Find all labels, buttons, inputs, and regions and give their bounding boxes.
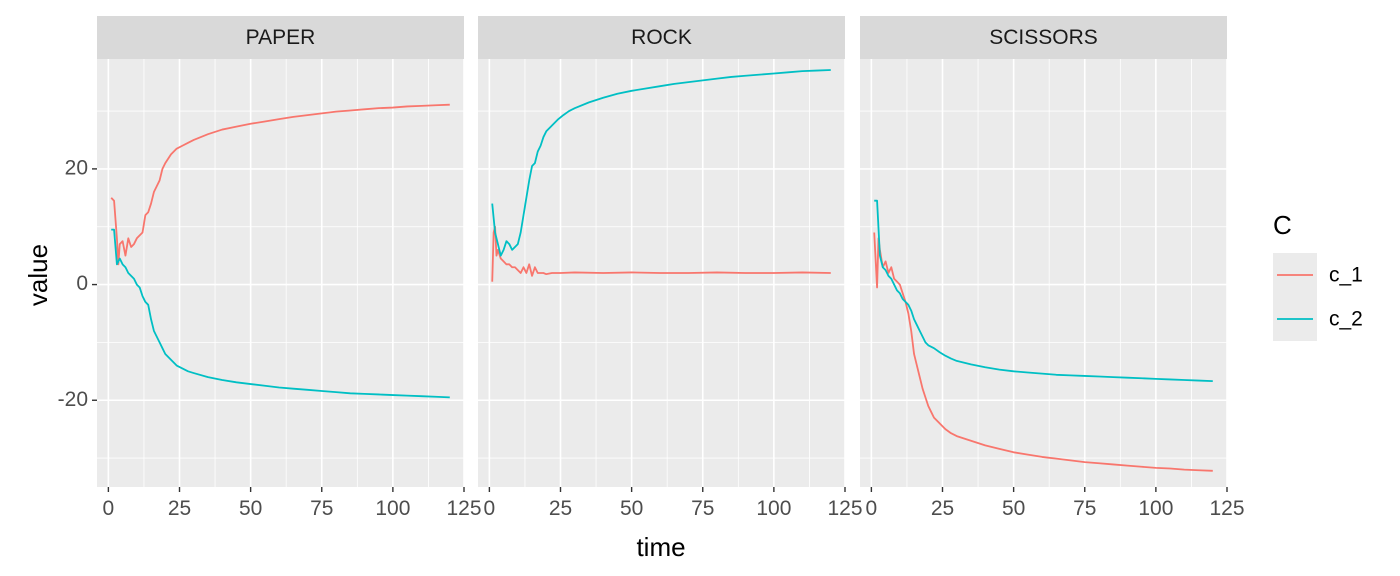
x-tick-label: 100: [375, 497, 410, 520]
x-tick-label: 125: [1209, 497, 1244, 520]
x-tick-label: 75: [310, 497, 333, 520]
panels-layer: PAPER 0 25 50 75 100 125 -20 0 20 ROCK 0 25 50 75 100 12…: [58, 16, 1245, 520]
panel-background: [860, 59, 1227, 487]
strip-background: [97, 16, 464, 59]
y-tick-label: -20: [58, 388, 88, 411]
strip-background: [860, 16, 1227, 59]
x-tick-label: 25: [168, 497, 191, 520]
x-tick-label: 0: [866, 497, 878, 520]
series-line-c-2: [874, 199, 1213, 383]
series-line-c-1: [110, 103, 450, 266]
series-line-c-2: [111, 228, 450, 399]
series-line-c-1: [491, 225, 831, 282]
x-axis-title: time: [636, 532, 685, 562]
legend-entry-c-2: c_2: [1273, 297, 1363, 341]
strip-background: [478, 16, 845, 59]
facet-panel-rock: ROCK 0 25 50 75 100 125: [478, 16, 863, 520]
x-tick-label: 50: [620, 497, 643, 520]
panel-background: [97, 59, 464, 487]
x-tick-label: 100: [1138, 497, 1173, 520]
facet-panel-scissors: SCISSORS 0 25 50 75 100 125: [860, 16, 1245, 520]
x-tick-label: 125: [827, 497, 862, 520]
x-tick-label: 25: [931, 497, 954, 520]
legend-entry-c-1: c_1: [1273, 253, 1363, 297]
legend-title: C: [1273, 210, 1292, 240]
x-tick-label: 0: [103, 497, 115, 520]
facet-label: ROCK: [631, 26, 692, 49]
legend-label: c_2: [1329, 308, 1363, 331]
y-tick-label: 0: [76, 272, 88, 295]
x-tick-label: 75: [691, 497, 714, 520]
x-tick-label: 50: [1002, 497, 1025, 520]
y-axis-title: value: [23, 244, 53, 306]
x-tick-label: 25: [549, 497, 572, 520]
series-line-c-2: [491, 69, 831, 257]
facet-panel-paper: PAPER 0 25 50 75 100 125 -20 0 20: [58, 16, 482, 520]
x-tick-label: 100: [756, 497, 791, 520]
x-tick-label: 125: [446, 497, 481, 520]
x-tick-label: 75: [1073, 497, 1096, 520]
y-tick-label: 20: [65, 156, 88, 179]
x-tick-label: 50: [239, 497, 262, 520]
legend-label: c_1: [1329, 264, 1363, 287]
series-line-c-1: [873, 232, 1213, 472]
facet-label: SCISSORS: [989, 26, 1098, 49]
legend-entries: c_1 c_2: [1273, 253, 1363, 341]
legend: C c_1 c_2: [1273, 210, 1363, 341]
facet-label: PAPER: [246, 26, 316, 49]
x-tick-label: 0: [484, 497, 496, 520]
